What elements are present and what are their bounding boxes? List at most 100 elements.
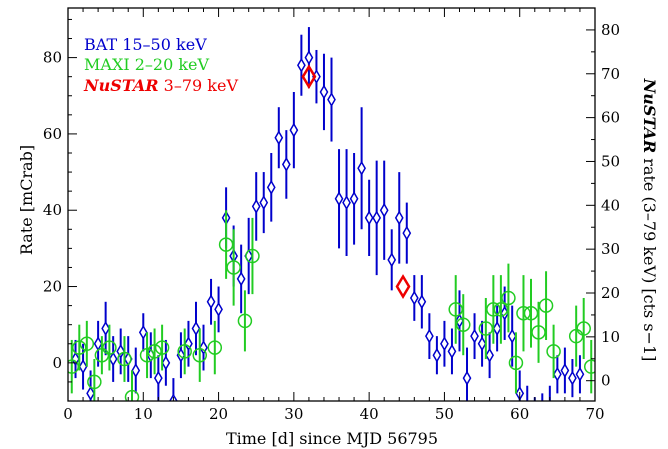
data-point [79, 336, 95, 352]
y2-label-text: rate (3–79 keV) [cts s−1] [640, 153, 659, 361]
data-point [237, 313, 253, 329]
x-tick-label: 70 [585, 405, 604, 423]
data-point [425, 328, 434, 344]
data-point [266, 179, 276, 195]
y2-tick-label: 0 [601, 372, 611, 390]
y2-tick-label: 80 [601, 21, 620, 39]
data-point [297, 57, 306, 73]
data-point [387, 252, 397, 268]
data-point [342, 195, 351, 211]
x-tick-label: 50 [435, 405, 454, 423]
data-point [394, 210, 404, 226]
data-point [478, 321, 494, 336]
data-point [214, 301, 223, 317]
x-tick-label: 20 [209, 405, 228, 423]
data-point [161, 355, 171, 371]
data-point [192, 347, 207, 363]
data-point [68, 359, 80, 374]
y-tick-label: 0 [52, 354, 62, 372]
data-point [177, 344, 192, 359]
data-point [154, 340, 170, 355]
data-point [447, 343, 457, 359]
data-point [470, 328, 479, 344]
data-point [538, 298, 554, 313]
y-tick-label: 60 [43, 125, 62, 143]
data-point [409, 290, 419, 306]
data-point [516, 305, 531, 321]
data-point [72, 340, 87, 355]
data-layer [68, 27, 595, 401]
data-point [395, 274, 411, 299]
series-2 [301, 64, 411, 299]
data-point [568, 370, 577, 386]
plot-frame [67, 7, 596, 402]
data-point [131, 362, 141, 378]
x-axis-label: Time [d] since MJD 56795 [226, 429, 438, 448]
data-point [492, 321, 502, 336]
legend: BAT 15–50 keV MAXI 2–20 keV NuSTAR 3–79 … [83, 35, 238, 95]
legend-entry-nustar: NuSTAR 3–79 keV [83, 76, 238, 95]
data-point [274, 130, 284, 146]
data-point [402, 225, 412, 241]
data-point [251, 198, 261, 214]
data-point [507, 328, 517, 344]
data-point [86, 385, 95, 401]
data-point [301, 64, 317, 90]
data-point [432, 347, 442, 363]
data-point [417, 294, 427, 310]
data-point [440, 336, 449, 352]
data-point [486, 302, 501, 317]
y2-tick-label: 20 [601, 284, 620, 302]
data-point [153, 370, 163, 386]
data-point [207, 340, 223, 355]
data-point [226, 260, 241, 275]
data-point [334, 191, 344, 207]
data-point [124, 389, 140, 401]
y-tick-label: 20 [43, 278, 62, 296]
data-point [101, 321, 111, 336]
data-point [245, 248, 260, 264]
legend-entry-nustar-text: 3–79 keV [159, 76, 239, 95]
x-tick-label: 10 [134, 405, 153, 423]
legend-entry-nustar-italic: NuSTAR [83, 76, 159, 95]
data-point [78, 359, 88, 375]
data-point [289, 122, 299, 138]
y2-tick-label: 10 [601, 328, 620, 346]
y-axis-label: Rate [mCrab] [17, 145, 36, 255]
data-point [576, 321, 591, 336]
data-point [568, 328, 584, 344]
data-point [508, 355, 524, 371]
y-tick-label: 80 [43, 49, 62, 67]
series-0 [71, 27, 585, 401]
y2-tick-label: 70 [601, 65, 620, 83]
data-point [281, 156, 291, 172]
x-tick-label: 0 [63, 405, 73, 423]
data-point [139, 347, 155, 363]
data-point [531, 325, 546, 340]
y2-tick-label: 50 [601, 152, 620, 170]
y2-tick-label: 40 [601, 196, 620, 214]
x-tick-label: 30 [284, 405, 303, 423]
x-tick-label: 40 [360, 405, 379, 423]
data-point [485, 347, 494, 363]
data-point [462, 370, 472, 386]
data-point [102, 340, 117, 355]
data-point [218, 237, 234, 252]
data-point [583, 359, 595, 374]
data-point [552, 366, 562, 382]
legend-entry-bat: BAT 15–50 keV [84, 35, 207, 54]
data-point [456, 317, 471, 332]
data-point [493, 302, 509, 317]
data-point [575, 366, 585, 382]
legend-entry-maxi: MAXI 2–20 keV [84, 55, 210, 74]
data-point [147, 344, 162, 359]
data-point [191, 321, 201, 336]
data-point [87, 374, 102, 390]
data-point [138, 324, 148, 340]
data-point [327, 92, 336, 108]
data-point [319, 84, 329, 100]
data-point [372, 210, 382, 226]
data-point [117, 351, 132, 367]
series-1 [68, 210, 595, 401]
